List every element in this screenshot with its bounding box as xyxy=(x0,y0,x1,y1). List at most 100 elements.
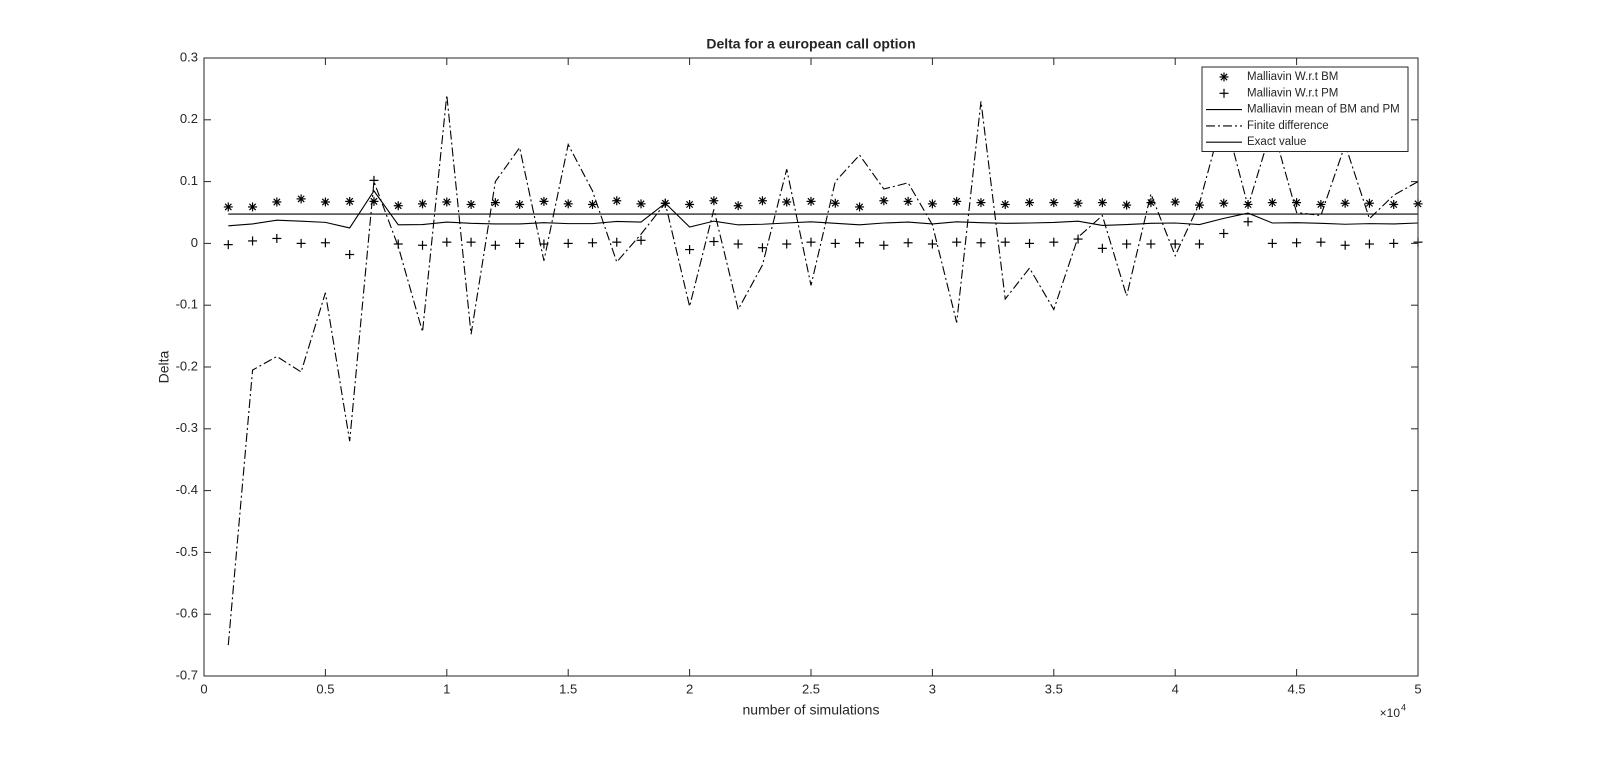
star-marker xyxy=(1122,200,1132,210)
y-axis-label: Delta xyxy=(156,350,172,383)
star-marker xyxy=(1097,198,1107,208)
plus-marker xyxy=(830,238,840,248)
x-exponent-base: ×10 xyxy=(1380,706,1401,720)
plus-marker xyxy=(1389,238,1399,248)
plot-area xyxy=(204,58,1418,676)
marker-stroke xyxy=(686,200,694,209)
x-tick-label: 3 xyxy=(929,681,936,696)
plus-marker xyxy=(320,238,330,248)
marker-stroke xyxy=(953,197,961,205)
x-tick-label: 1 xyxy=(443,681,450,696)
star-marker xyxy=(952,196,962,206)
chart-title: Delta for a european call option xyxy=(706,36,915,52)
x-tick-label: 2.5 xyxy=(802,681,820,696)
star-marker xyxy=(393,201,403,211)
marker-stroke xyxy=(1123,201,1131,209)
plus-marker xyxy=(612,237,622,247)
marker-stroke xyxy=(297,195,305,203)
plus-marker xyxy=(806,237,816,247)
star-marker xyxy=(345,196,355,206)
star-marker xyxy=(272,197,282,207)
star-marker xyxy=(1267,198,1277,208)
plus-marker xyxy=(855,238,865,248)
marker-stroke xyxy=(880,197,888,205)
plus-marker xyxy=(879,240,889,250)
x-exponent-power: 4 xyxy=(1401,702,1406,712)
legend: Malliavin W.r.t BM Malliavin W.r.t PM Mall… xyxy=(1201,66,1409,152)
marker-stroke xyxy=(321,198,329,206)
y-tick-label: 0.3 xyxy=(180,49,198,64)
plus-marker xyxy=(757,243,767,253)
plus-marker xyxy=(636,235,646,245)
y-tick-label: 0.1 xyxy=(180,173,198,188)
marker-stroke xyxy=(1220,73,1228,81)
plus-marker xyxy=(1219,88,1229,98)
star-marker xyxy=(1316,199,1326,209)
legend-label: Finite difference xyxy=(1247,120,1329,132)
marker-stroke xyxy=(1195,201,1204,209)
y-tick-label: -0.1 xyxy=(176,297,198,312)
legend-label: Exact value xyxy=(1247,136,1306,148)
star-marker xyxy=(1219,198,1229,208)
marker-stroke xyxy=(516,200,524,209)
marker-stroke xyxy=(1341,199,1349,207)
plus-marker xyxy=(1000,237,1010,247)
plus-marker xyxy=(952,237,962,247)
plus-marker xyxy=(903,238,913,248)
marker-stroke xyxy=(1390,200,1398,209)
star-marker xyxy=(709,196,719,206)
marker-stroke xyxy=(1074,199,1082,207)
marker-stroke xyxy=(855,203,864,211)
star-marker xyxy=(587,199,597,209)
star-marker xyxy=(879,196,889,206)
star-marker xyxy=(369,196,379,206)
marker-stroke xyxy=(1050,199,1058,207)
plus-marker xyxy=(563,238,573,248)
plus-marker xyxy=(1073,234,1083,244)
plus-marker xyxy=(976,238,986,248)
x-tick-label: 1.5 xyxy=(559,681,577,696)
star-marker xyxy=(685,199,695,209)
star-marker xyxy=(1389,199,1399,209)
marker-stroke xyxy=(831,199,839,207)
star-marker xyxy=(782,197,792,207)
plus-marker xyxy=(1267,238,1277,248)
marker-stroke xyxy=(1025,199,1034,207)
marker-stroke xyxy=(734,202,742,210)
plus-marker xyxy=(272,233,282,243)
marker-stroke xyxy=(346,197,354,205)
legend-label: Malliavin W.r.t PM xyxy=(1247,87,1338,99)
star-marker xyxy=(1292,198,1302,208)
star-marker xyxy=(1340,198,1350,208)
legend-label: Malliavin W.r.t BM xyxy=(1247,71,1338,83)
y-tick-label: -0.7 xyxy=(176,667,198,682)
marker-stroke xyxy=(1365,199,1374,207)
plus-marker xyxy=(709,237,719,247)
plus-marker xyxy=(1097,243,1107,253)
plus-marker xyxy=(1219,229,1229,239)
marker-stroke xyxy=(224,203,232,211)
star-marker xyxy=(806,196,816,206)
marker-stroke xyxy=(467,200,475,209)
plus-marker xyxy=(782,239,792,249)
plus-marker xyxy=(1194,239,1204,249)
marker-stroke xyxy=(248,203,257,211)
y-tick-label: -0.4 xyxy=(176,482,198,497)
marker-stroke xyxy=(491,199,499,207)
star-marker xyxy=(320,197,330,207)
plus-marker xyxy=(515,238,525,248)
marker-stroke xyxy=(273,198,281,206)
plus-marker xyxy=(1316,237,1326,247)
plus-marker xyxy=(442,237,452,247)
marker-stroke xyxy=(1268,199,1276,207)
marker-stroke xyxy=(613,197,621,205)
plus-marker xyxy=(223,240,233,250)
plus-marker xyxy=(345,250,355,260)
star-marker xyxy=(1073,198,1083,208)
plus-marker xyxy=(1364,239,1374,249)
series-line xyxy=(228,189,1419,229)
plus-marker xyxy=(296,238,306,248)
star-marker xyxy=(418,199,428,209)
y-tick-label: 0.2 xyxy=(180,111,198,126)
